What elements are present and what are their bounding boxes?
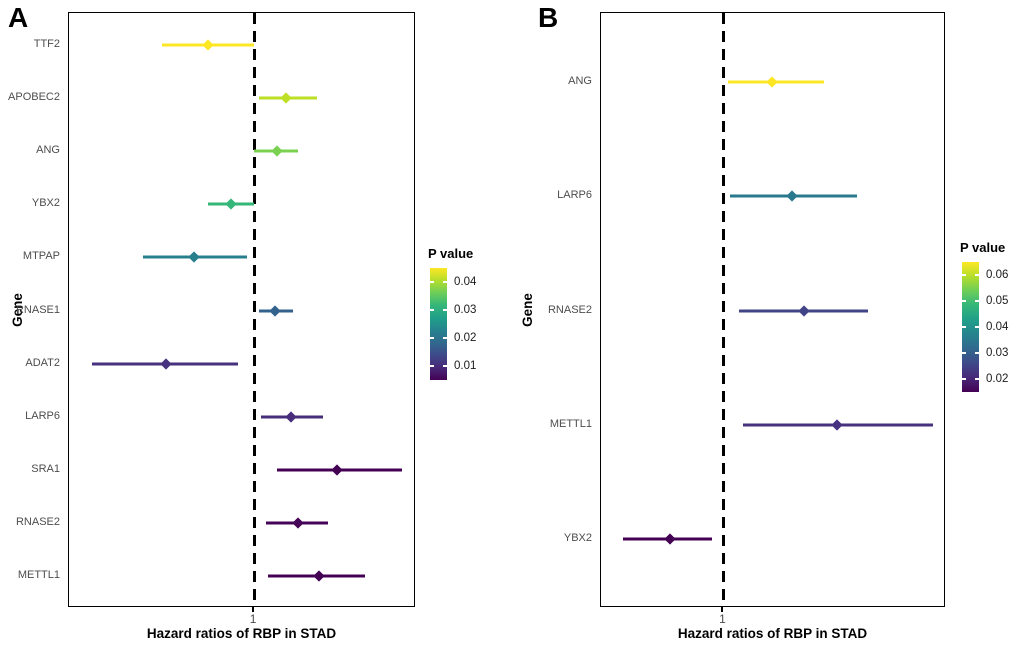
legend-colorbar-tick	[430, 309, 434, 311]
hr-marker-rnase2	[797, 304, 810, 317]
legend-tick-label: 0.03	[454, 304, 477, 316]
hr-marker-mtpap	[188, 251, 200, 264]
legend-title-a: P value	[428, 246, 474, 261]
hr-marker-adat2	[160, 357, 172, 370]
hr-marker-larp6	[285, 411, 297, 423]
legend-tick-label: 0.03	[986, 347, 1009, 359]
hr-marker-ang	[766, 75, 779, 88]
x-tick-label: 1	[719, 612, 726, 626]
legend-colorbar-tick	[430, 365, 434, 367]
hr-marker-ybx2	[664, 533, 676, 546]
hr-marker-apobec2	[280, 92, 293, 104]
legend-colorbar-tick	[962, 326, 966, 328]
legend-colorbar-tick	[975, 378, 979, 380]
legend-colorbar	[430, 268, 447, 380]
panel-a-label: A	[8, 2, 29, 33]
hr-marker-larp6	[786, 190, 799, 202]
hr-marker-ttf2	[202, 39, 214, 51]
gene-axis-label: MTPAP	[22, 250, 60, 263]
legend-colorbar-tick	[962, 378, 966, 380]
gene-axis-label: TTF2	[33, 37, 60, 50]
hr-marker-rnase1	[269, 304, 281, 317]
reference-line	[252, 13, 256, 606]
x-axis-title-b: Hazard ratios of RBP in STAD	[677, 626, 868, 641]
legend-colorbar-tick	[975, 274, 979, 276]
plot-area-b	[600, 12, 945, 607]
gene-axis-label: SRA1	[31, 462, 60, 475]
legend-colorbar-tick	[962, 352, 966, 354]
gene-axis-label: APOBEC2	[8, 91, 60, 103]
hr-marker-sra1	[331, 464, 344, 476]
hr-marker-rnase2	[292, 517, 304, 529]
legend-tick-label: 0.06	[986, 269, 1009, 281]
gene-axis-label: LARP6	[557, 189, 592, 202]
plot-area-a	[68, 12, 415, 607]
gene-axis-label: RNASE2	[15, 516, 60, 528]
gene-axis-label: RNASE2	[547, 303, 592, 316]
hr-marker-mettl1	[313, 570, 325, 582]
legend-colorbar-tick	[430, 281, 434, 283]
hr-marker-ybx2	[225, 198, 237, 210]
legend-tick-label: 0.02	[986, 373, 1009, 385]
gene-axis-label: RNASE1	[15, 303, 60, 316]
legend-colorbar-tick	[443, 309, 447, 311]
gene-axis-label: ADAT2	[25, 356, 60, 369]
legend-tick-label: 0.05	[986, 295, 1009, 307]
gene-axis-label: YBX2	[31, 197, 60, 210]
legend-tick-label: 0.04	[454, 276, 477, 288]
legend-colorbar-tick	[975, 326, 979, 328]
x-tick-mark	[721, 607, 724, 612]
gene-axis-label: LARP6	[25, 409, 60, 422]
legend-colorbar	[962, 262, 979, 392]
panel-b-label: B	[538, 2, 559, 33]
legend-colorbar-tick	[962, 274, 966, 276]
legend-tick-label: 0.01	[454, 360, 477, 372]
legend-colorbar-tick	[975, 352, 979, 354]
hr-marker-mettl1	[831, 419, 843, 431]
gene-axis-label: ANG	[568, 74, 592, 87]
x-tick-label: 1	[249, 612, 257, 626]
panel-a: A Gene 1 Hazard ratios of RBP in STAD P …	[8, 2, 477, 642]
legend-colorbar-tick	[430, 337, 434, 339]
legend-tick-label: 0.02	[454, 332, 477, 344]
legend-colorbar-tick	[962, 300, 966, 302]
legend-tick-label: 0.04	[986, 321, 1009, 333]
legend-colorbar-tick	[975, 300, 979, 302]
gene-axis-label: ANG	[36, 144, 60, 157]
gene-axis-label: METTL1	[549, 417, 592, 430]
gene-axis-label: YBX2	[563, 532, 592, 545]
legend-title-b: P value	[960, 240, 1006, 255]
reference-line	[721, 13, 725, 606]
legend-colorbar-tick	[443, 337, 447, 339]
legend-colorbar-tick	[443, 365, 447, 367]
hr-marker-ang	[271, 145, 283, 157]
panel-b: B Gene 1 Hazard ratios of RBP in STAD P …	[510, 0, 1020, 647]
x-axis-title-a: Hazard ratios of RBP in STAD	[146, 626, 337, 641]
legend-colorbar-tick	[443, 281, 447, 283]
gene-axis-label: METTL1	[17, 569, 60, 582]
x-tick-mark	[252, 607, 255, 612]
